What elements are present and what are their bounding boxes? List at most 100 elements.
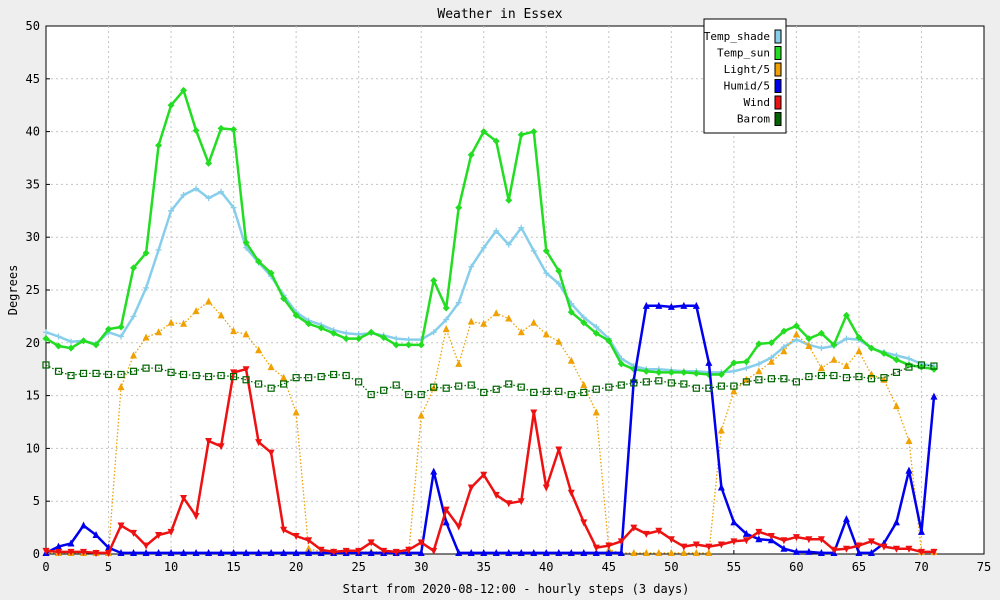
data-point [55, 333, 62, 340]
data-point [167, 548, 175, 556]
data-point [142, 249, 150, 257]
data-point [167, 368, 175, 376]
data-point [530, 409, 538, 417]
data-point [330, 370, 338, 379]
data-point [192, 127, 200, 135]
data-point [192, 371, 200, 380]
data-point [805, 341, 813, 349]
x-tick-label: 35 [477, 560, 491, 574]
x-tick-label: 70 [914, 560, 928, 574]
data-point [492, 548, 500, 556]
data-point [480, 128, 488, 136]
y-tick-label: 15 [26, 389, 40, 403]
data-point [817, 371, 826, 380]
data-point [129, 367, 138, 375]
data-point [930, 362, 938, 370]
data-point [530, 247, 537, 254]
data-point [205, 548, 213, 556]
data-point [518, 224, 525, 231]
data-point [580, 381, 588, 389]
data-point [630, 548, 638, 556]
data-point [180, 319, 188, 327]
data-point [843, 335, 850, 342]
data-point [655, 377, 663, 385]
data-point [155, 246, 162, 253]
data-point [118, 333, 125, 340]
data-point [192, 548, 200, 556]
data-point [54, 367, 63, 375]
data-point [855, 542, 863, 550]
data-point [667, 368, 675, 376]
data-point [204, 372, 213, 381]
series-humid-5 [42, 301, 938, 556]
y-tick-label: 50 [26, 19, 40, 33]
x-tick-label: 50 [664, 560, 678, 574]
data-point [905, 437, 913, 445]
data-point [505, 241, 512, 248]
data-point [880, 374, 888, 382]
data-point [292, 374, 300, 382]
legend-label: Humid/5 [724, 80, 770, 93]
data-point [517, 131, 525, 139]
data-point [292, 548, 300, 556]
y-tick-label: 35 [26, 177, 40, 191]
data-point [305, 320, 313, 328]
data-point [817, 536, 825, 544]
data-point [580, 519, 588, 527]
data-point [193, 185, 200, 192]
y-tick-label: 45 [26, 72, 40, 86]
data-point [617, 381, 625, 389]
data-point [592, 385, 600, 393]
data-point [517, 328, 525, 336]
data-point [655, 368, 663, 376]
data-point [530, 548, 538, 556]
data-point [742, 537, 750, 545]
data-point [630, 375, 638, 383]
data-point [692, 384, 700, 392]
data-point [667, 302, 675, 310]
data-point [443, 316, 450, 323]
x-tick-label: 65 [852, 560, 866, 574]
data-point [230, 327, 238, 335]
data-point [742, 529, 750, 537]
data-point [392, 381, 400, 389]
legend-label: Wind [744, 96, 771, 109]
data-point [567, 308, 575, 316]
data-point [67, 344, 75, 352]
data-point [68, 338, 75, 345]
data-point [630, 524, 638, 532]
data-point [767, 339, 775, 347]
data-point [180, 86, 188, 94]
data-point [517, 498, 525, 506]
data-point [393, 335, 400, 342]
x-tick-label: 45 [602, 560, 616, 574]
data-point [818, 345, 825, 352]
data-point [192, 512, 200, 520]
data-point [767, 375, 775, 383]
data-point [130, 264, 138, 272]
data-point [592, 548, 600, 556]
data-point [892, 518, 900, 526]
data-point [905, 355, 912, 362]
data-point [605, 337, 613, 345]
data-point [104, 370, 113, 379]
y-tick-label: 5 [33, 494, 40, 508]
data-point [817, 364, 825, 372]
data-point [467, 548, 475, 556]
data-point [280, 380, 288, 388]
data-point [280, 294, 288, 302]
data-point [480, 319, 488, 327]
data-point [267, 548, 275, 556]
legend-label: Temp_sun [717, 47, 770, 60]
data-point [692, 301, 700, 309]
data-point [380, 547, 388, 555]
series-line [45, 187, 935, 374]
data-point [242, 238, 250, 246]
y-tick-label: 30 [26, 230, 40, 244]
data-point [317, 324, 325, 332]
data-point [792, 322, 800, 330]
data-point [455, 204, 463, 212]
series-barom [42, 361, 938, 399]
data-point [542, 484, 550, 492]
